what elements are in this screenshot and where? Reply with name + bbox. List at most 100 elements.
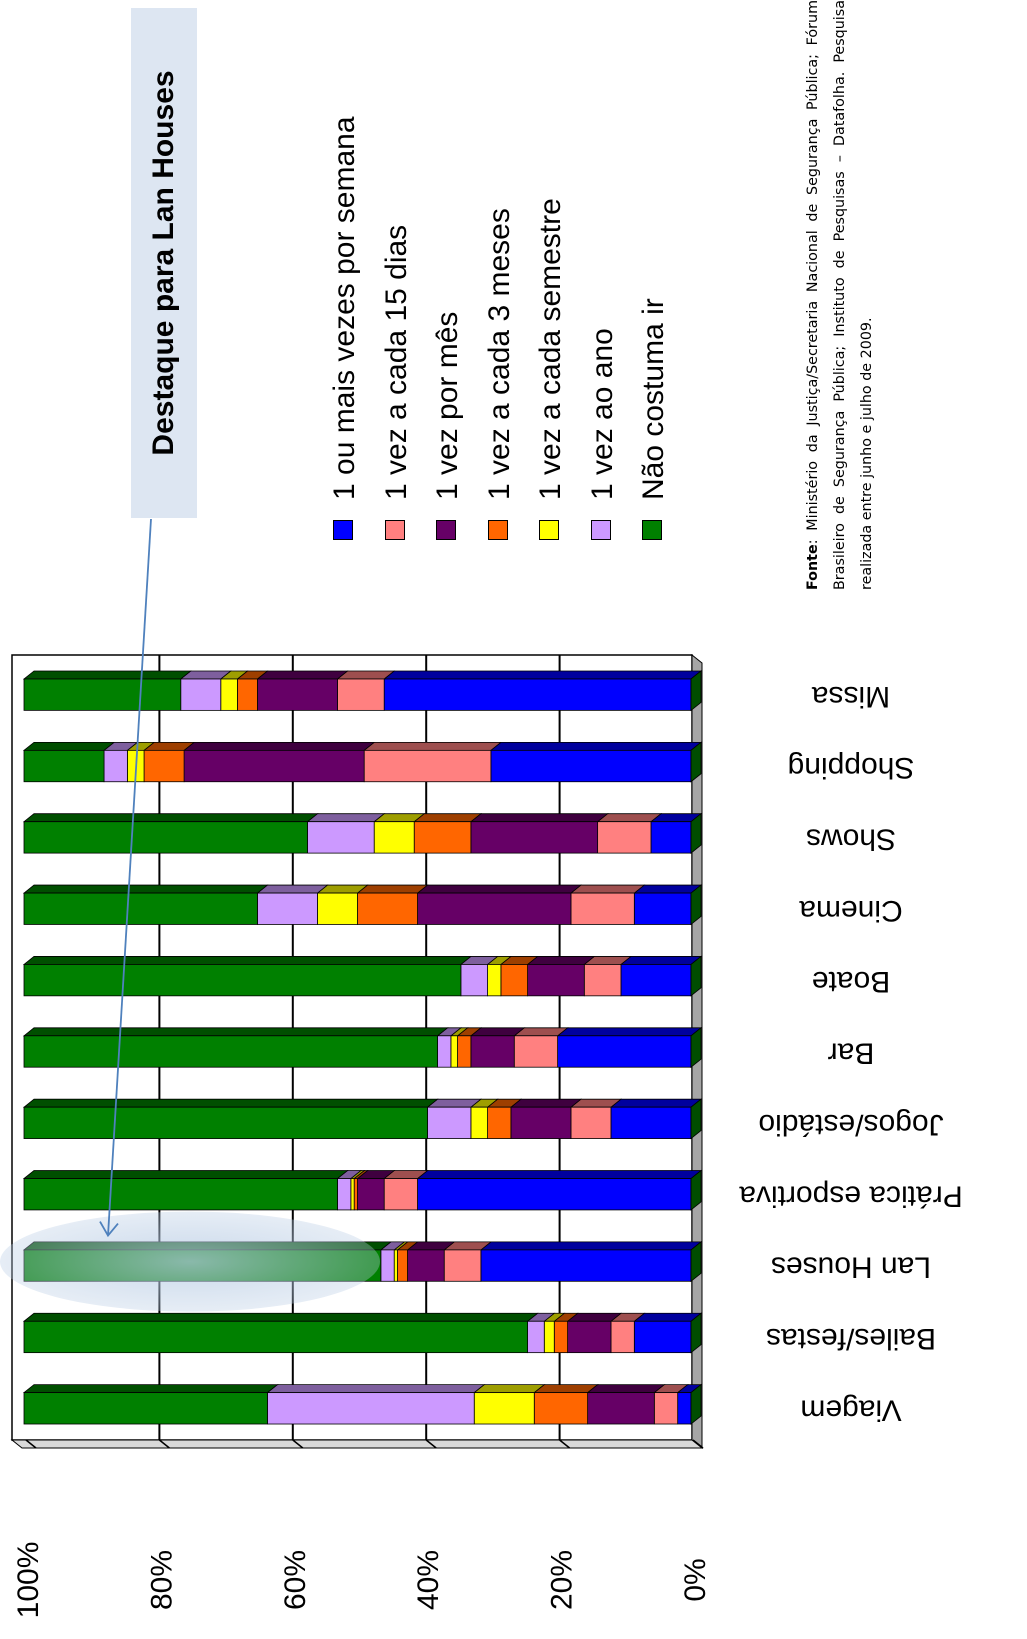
legend-swatch [487,520,508,540]
bar-segment [533,1384,599,1425]
category-label: Bailes/festas [766,1322,936,1355]
bar-segment [219,670,249,711]
legend-label: 1 ou mais vezes por semana [328,116,361,500]
bar-segment [413,813,483,854]
bar-end-face [690,741,702,783]
bar-face [490,749,692,783]
bar-top-face [266,1384,486,1394]
bar-segment [22,1027,449,1068]
bar-face [393,1249,398,1282]
bar-segment [499,956,539,997]
bar-top-face [473,1384,546,1394]
y-tick-label: 40% [412,1550,445,1610]
bar-top-face [619,956,703,965]
bar-end-face [690,1169,702,1211]
legend-item: Não costuma ir [629,0,679,560]
bar-face [610,1320,635,1354]
y-tick-label: 20% [546,1550,579,1610]
bar-top-face [509,1098,583,1108]
bar-top-face [256,670,349,680]
bar-top-face [556,1027,703,1037]
bar-face [180,678,222,711]
bar-face [583,964,622,997]
bar-face [350,1178,355,1211]
bar-segment [22,884,269,925]
tick-mark [158,1439,170,1449]
bar-segment [22,956,473,997]
bar-face [597,821,652,854]
bar-segment [473,1384,546,1425]
bar-segment [486,956,513,997]
bar-face [143,749,185,783]
bar-segment [383,1170,429,1211]
bar-segment [22,1170,349,1211]
bar-face [397,1249,408,1282]
bar-segment [22,1098,439,1139]
bar-segment [586,1384,666,1425]
bar-face [257,678,338,711]
category-label: Shows [806,822,896,855]
legend-label: 1 vez ao ano [585,328,619,500]
bar-face [437,1035,452,1068]
source-body: : Ministério da Justiça/Secretaria Nacio… [805,0,875,590]
bar-segment [426,1098,483,1139]
tick-mark [692,1439,704,1449]
bar-segment [469,1098,499,1139]
bar-segment [479,1241,703,1282]
bar-face [513,1035,558,1068]
bar-segment [416,1170,703,1211]
bar-top-face [22,670,192,680]
bar-face [417,892,572,925]
bar-face [633,892,692,925]
bar-segment [609,1098,703,1139]
bar-top-face [22,1384,279,1394]
bar-face [460,964,488,997]
tick-mark [559,1439,571,1449]
bar-face [337,678,385,711]
bar-top-face [22,741,116,751]
bar-end-face [690,1098,702,1140]
bar-segment [619,956,703,997]
bar-top-face [22,813,319,823]
bar-face [353,1178,358,1211]
category-label: Cinema [799,894,903,927]
bar-top-face [256,884,329,894]
legend-label: Não costuma ir [637,298,670,500]
bar-face [427,1106,472,1139]
bar-face [257,892,318,925]
bar-face [337,1178,352,1211]
bar-face [480,1249,692,1282]
bar-segment [469,813,609,854]
bar-face [23,678,182,711]
bar-face [363,749,492,783]
bar-segment [373,813,426,854]
bar-top-face [633,1312,703,1322]
bar-face [357,1178,385,1211]
category-label: Jogos/estádio [758,1108,943,1141]
bar-segment [22,1384,279,1425]
bar-face [413,821,472,854]
legend-swatch [436,520,456,540]
bar-segment [182,741,376,783]
y-tick-label: 80% [145,1550,178,1610]
bar-segment [266,1384,486,1425]
bar-top-face [22,884,269,894]
bar-top-face [609,1098,703,1108]
bar-top-face [633,884,703,894]
bar-face [633,1320,692,1354]
bar-face [443,1249,482,1282]
bar-face [470,1035,515,1068]
legend-swatch [384,520,405,540]
bar-segment [489,741,703,783]
bar-segment [22,670,192,711]
category-label: Missa [812,680,891,713]
bar-face [570,892,635,925]
bar-face [653,1392,679,1425]
bar-top-face [596,813,663,823]
bar-face [23,964,462,997]
legend-swatch [590,520,611,540]
bar-face [380,1249,395,1282]
bar-end-face [690,1383,702,1425]
bar-face [473,1392,535,1425]
bar-end-face [690,1026,702,1069]
